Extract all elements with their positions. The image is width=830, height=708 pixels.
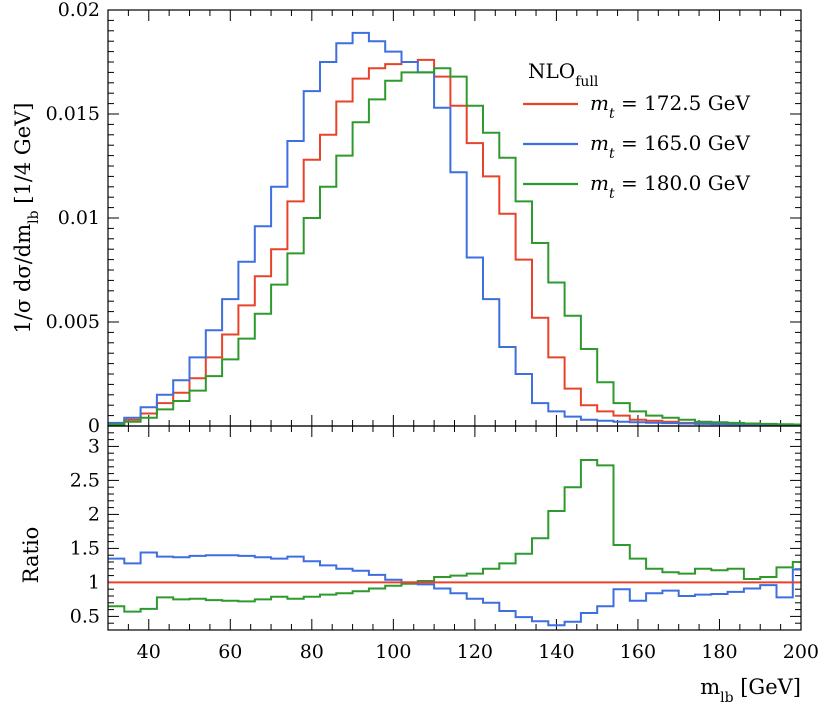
- main-plot-frame: [107, 9, 802, 427]
- main-series-line-1: [108, 31, 801, 426]
- main-y-tick-label: 0.01: [58, 207, 100, 229]
- x-tick-label: 200: [783, 641, 819, 663]
- main-y-tick-label: 0: [88, 415, 100, 437]
- main-series-group: [108, 31, 801, 426]
- x-tick-label: 160: [620, 641, 656, 663]
- x-tick-labels: 40 60 80 100 120 140 160 180 200: [137, 641, 819, 663]
- x-tick-label: 140: [538, 641, 574, 663]
- main-y-tick-label: 0.005: [46, 311, 100, 333]
- ratio-series-line-1: [108, 551, 801, 627]
- x-axis-title: mlb [GeV]: [700, 675, 801, 706]
- main-y-axis-title: 1/σ dσ/dmlb [1/4 GeV]: [11, 102, 42, 333]
- x-tick-label: 40: [137, 641, 161, 663]
- ratio-series-group: [108, 459, 801, 627]
- ratio-y-tick-label: 3: [88, 435, 100, 457]
- ratio-y-tick-label: 0.5: [70, 605, 100, 627]
- main-y-tick-label: 0.015: [46, 103, 100, 125]
- ratio-plot-frame: [107, 425, 802, 631]
- main-panel: 0 0.005 0.01 0.015 0.02 1/σ dσ/dmlb [1/4 GeV…: [11, 0, 802, 437]
- legend-entry: mt = 180.0 GeV: [590, 171, 751, 202]
- ratio-y-tick-label: 1: [88, 571, 100, 593]
- x-tick-label: 120: [457, 641, 493, 663]
- legend: NLOfull mt = 172.5 GeV mt = 165.0 GeV mt =…: [523, 59, 751, 202]
- x-tick-label: 80: [300, 641, 324, 663]
- ratio-y-tick-labels: 0.5 1 1.5 2 2.5 3: [70, 435, 100, 627]
- main-ticks: [107, 9, 802, 427]
- legend-entry: mt = 172.5 GeV: [590, 91, 751, 122]
- main-y-tick-label: 0.02: [58, 0, 100, 21]
- main-y-tick-labels: 0 0.005 0.01 0.015 0.02: [46, 0, 100, 437]
- legend-title: NLOfull: [528, 59, 599, 90]
- ratio-panel: 0.5 1 1.5 2 2.5 3 40 60 80 100 120 140 160 180 200 Ra…: [19, 425, 819, 706]
- x-tick-label: 60: [218, 641, 242, 663]
- ratio-y-axis-title: Ratio: [19, 527, 43, 584]
- ratio-y-tick-label: 2: [88, 503, 100, 525]
- ratio-y-tick-label: 2.5: [70, 469, 100, 491]
- x-tick-label: 100: [375, 641, 411, 663]
- main-series-line-2: [108, 67, 801, 426]
- x-tick-label: 180: [701, 641, 737, 663]
- ratio-series-line-2: [108, 459, 801, 613]
- legend-entry: mt = 165.0 GeV: [590, 131, 751, 162]
- ratio-y-tick-label: 1.5: [70, 537, 100, 559]
